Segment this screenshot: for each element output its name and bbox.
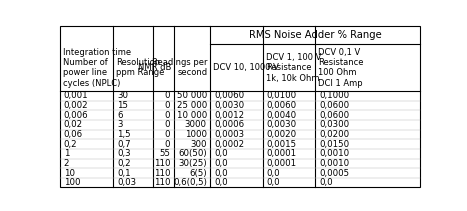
Text: 0,0: 0,0 [214, 169, 227, 177]
Text: 110: 110 [154, 159, 170, 168]
Text: 110: 110 [154, 169, 170, 177]
Text: 0,0015: 0,0015 [267, 140, 297, 149]
Text: 30(25): 30(25) [178, 159, 207, 168]
Text: 0,0040: 0,0040 [267, 111, 297, 120]
Text: 0,03: 0,03 [117, 178, 136, 187]
Text: 0,0: 0,0 [214, 149, 227, 158]
Text: 0,0001: 0,0001 [267, 159, 297, 168]
Text: 3: 3 [117, 120, 122, 129]
Text: 0: 0 [165, 140, 170, 149]
Text: 0,0030: 0,0030 [267, 120, 297, 129]
Text: 110: 110 [154, 178, 170, 187]
Text: DCV 10, 1000 V: DCV 10, 1000 V [213, 63, 279, 72]
Text: 0,0020: 0,0020 [267, 130, 297, 139]
Text: 0,0150: 0,0150 [319, 140, 349, 149]
Text: 100: 100 [64, 178, 80, 187]
Text: 0,0010: 0,0010 [319, 159, 349, 168]
Text: Readings per
second: Readings per second [152, 58, 207, 77]
Text: 0,7: 0,7 [117, 140, 131, 149]
Text: 0,0: 0,0 [267, 169, 280, 177]
Text: 0,1: 0,1 [117, 169, 131, 177]
Text: DCV 0,1 V
Resistance
100 Ohm
DCI 1 Amp: DCV 0,1 V Resistance 100 Ohm DCI 1 Amp [318, 48, 364, 88]
Text: 25 000: 25 000 [177, 101, 207, 110]
Text: DCV 1, 100 V
Resistance
1k, 10k Ohm: DCV 1, 100 V Resistance 1k, 10k Ohm [266, 53, 321, 83]
Text: 0,1000: 0,1000 [319, 92, 349, 100]
Text: 0,0030: 0,0030 [214, 101, 244, 110]
Text: 0,0100: 0,0100 [267, 92, 297, 100]
Text: 0,0012: 0,0012 [214, 111, 244, 120]
Text: 0,3: 0,3 [117, 149, 131, 158]
Text: 0,0600: 0,0600 [319, 111, 349, 120]
Text: 0,006: 0,006 [64, 111, 88, 120]
Text: 0: 0 [165, 111, 170, 120]
Text: 0,0060: 0,0060 [214, 92, 244, 100]
Text: 10 000: 10 000 [177, 111, 207, 120]
Text: 1,5: 1,5 [117, 130, 131, 139]
Text: 0,0: 0,0 [267, 178, 280, 187]
Text: Integration time
Number of
power line
cycles (NPLC): Integration time Number of power line cy… [63, 48, 131, 88]
Text: RMS Noise Adder % Range: RMS Noise Adder % Range [248, 30, 382, 40]
Text: 1000: 1000 [185, 130, 207, 139]
Text: 3000: 3000 [185, 120, 207, 129]
Text: 0: 0 [165, 130, 170, 139]
Text: 0,0060: 0,0060 [267, 101, 297, 110]
Text: 0: 0 [165, 92, 170, 100]
Text: 0,0: 0,0 [214, 159, 227, 168]
Text: 0,0: 0,0 [214, 178, 227, 187]
Text: 10: 10 [64, 169, 75, 177]
Text: 60(50): 60(50) [178, 149, 207, 158]
Text: 0,0: 0,0 [319, 178, 333, 187]
Text: 0,0003: 0,0003 [214, 130, 244, 139]
Text: 0,0600: 0,0600 [319, 101, 349, 110]
Text: 1: 1 [64, 149, 69, 158]
Text: 0,0010: 0,0010 [319, 149, 349, 158]
Text: 0,001: 0,001 [64, 92, 88, 100]
Text: Resolution
ppm Range: Resolution ppm Range [116, 58, 165, 77]
Text: 30: 30 [117, 92, 128, 100]
Text: 55: 55 [159, 149, 170, 158]
Text: 0,6(0,5): 0,6(0,5) [173, 178, 207, 187]
Text: 0,0002: 0,0002 [214, 140, 244, 149]
Text: 0,2: 0,2 [64, 140, 78, 149]
Text: 0,06: 0,06 [64, 130, 83, 139]
Text: 0,0200: 0,0200 [319, 130, 349, 139]
Text: 0,2: 0,2 [117, 159, 131, 168]
Text: 0,0006: 0,0006 [214, 120, 244, 129]
Text: 0,02: 0,02 [64, 120, 83, 129]
Text: 0,0001: 0,0001 [267, 149, 297, 158]
Text: 0: 0 [165, 101, 170, 110]
Text: 0: 0 [165, 120, 170, 129]
Text: 15: 15 [117, 101, 128, 110]
Text: 0,0005: 0,0005 [319, 169, 349, 177]
Text: 0,002: 0,002 [64, 101, 88, 110]
Text: 6(5): 6(5) [189, 169, 207, 177]
Text: 50 000: 50 000 [177, 92, 207, 100]
Text: 6: 6 [117, 111, 122, 120]
Text: NMR dB: NMR dB [137, 63, 171, 72]
Text: 300: 300 [191, 140, 207, 149]
Text: 2: 2 [64, 159, 69, 168]
Text: 0,0300: 0,0300 [319, 120, 349, 129]
